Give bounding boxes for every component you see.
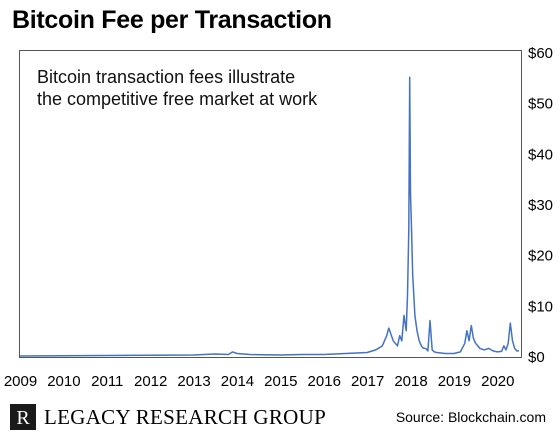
y-axis-tick-labels: $0 $10 $20 $30 $40 $50 $60: [528, 45, 553, 366]
legacy-logo-icon: R: [10, 404, 36, 430]
x-axis-tick-labels: 2009 2010 2011 2012 2013 2014 2015 2016 2017 2018…: [4, 373, 515, 390]
y-tick-label: $20: [528, 248, 553, 265]
brand-name: LEGACY RESEARCH GROUP: [44, 405, 327, 429]
y-tick-label: $30: [528, 197, 553, 214]
annotation-line-1: Bitcoin transaction fees illustrate: [37, 67, 296, 87]
chart-title: Bitcoin Fee per Transaction: [12, 6, 332, 34]
x-tick-label: 2018: [394, 373, 427, 390]
plot-area-frame: [19, 50, 522, 358]
logo-letter: R: [16, 407, 30, 429]
y-tick-label: $0: [528, 349, 545, 366]
x-tick-label: 2009: [4, 373, 37, 390]
x-tick-label: 2011: [91, 373, 123, 390]
series-layer: [19, 76, 519, 357]
x-tick-label: 2012: [134, 373, 167, 390]
x-tick-label: 2019: [438, 373, 471, 390]
annotation-line-2: the competitive free market at work: [37, 89, 318, 109]
x-tick-label: 2013: [177, 373, 210, 390]
y-tick-label: $40: [528, 146, 553, 163]
x-tick-label: 2020: [481, 373, 514, 390]
x-tick-label: 2014: [221, 373, 254, 390]
x-tick-label: 2015: [264, 373, 297, 390]
x-tick-label: 2016: [308, 373, 341, 390]
y-tick-label: $10: [528, 298, 553, 315]
y-tick-label: $60: [528, 45, 553, 62]
chart-annotation: Bitcoin transaction fees illustrate the …: [37, 66, 337, 110]
x-tick-label: 2010: [47, 373, 80, 390]
source-note: Source: Blockchain.com: [395, 409, 546, 425]
fee-series-line: [19, 76, 519, 357]
y-tick-label: $50: [528, 96, 553, 113]
x-tick-label: 2017: [351, 373, 384, 390]
